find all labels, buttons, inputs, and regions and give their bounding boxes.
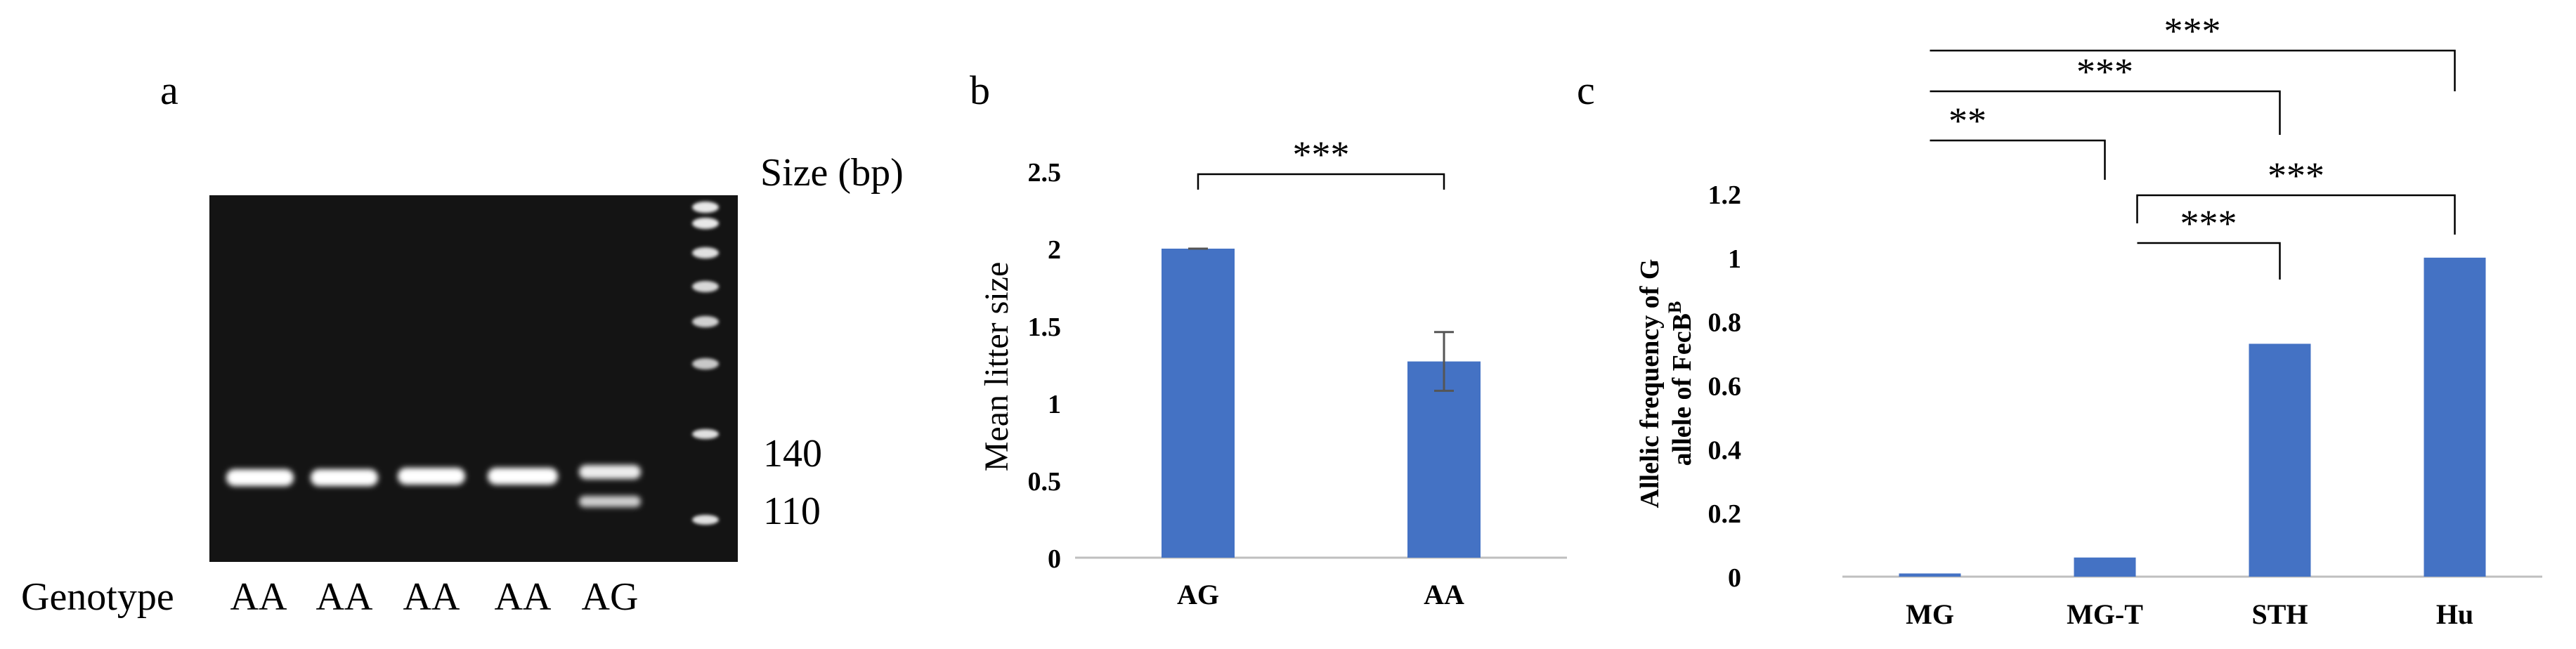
y-tick-label: 0 [1048,544,1061,574]
lane-label: AA [403,575,460,619]
significance-bracket [2136,194,2456,235]
y-tick-label: 1 [1048,390,1061,419]
ladder-band [692,281,719,292]
chart-c: 00.20.40.60.811.2MG MG-T STH Hu************… [1635,10,2542,630]
x-tick-label: Hu [2436,598,2473,630]
y-tick-label: 0.6 [1708,372,1742,402]
y-tick-label: 2.5 [1028,158,1062,188]
sample-bands [226,465,641,507]
sample-band [226,469,294,486]
lane-label: AA [230,575,287,619]
panel-c-label: c [1577,67,1595,113]
sample-band [579,496,641,507]
genotype-label: Genotype [21,575,174,619]
gel-image [209,195,738,562]
sample-band [579,465,641,479]
significance-bracket [1930,139,2106,180]
size-bp-label: Size (bp) [760,151,904,195]
significance-label: *** [2268,155,2324,197]
bar [2424,257,2486,577]
y-tick-label: 0 [1728,563,1741,593]
significance-label: *** [1293,133,1350,176]
ladder-band [692,429,719,439]
significance-label: ** [1949,100,1986,142]
y-tick-label: 0.4 [1708,435,1742,465]
y-tick-label: 1.5 [1028,313,1062,342]
panel-c: c 00.20.40.60.811.2MG MG-T STH Hu**********… [1577,10,2542,630]
y-tick-label: 0.2 [1708,499,1742,529]
significance-label: *** [2180,202,2237,244]
y-tick-label: 0.5 [1028,467,1062,497]
x-tick-label: MG-T [2067,598,2143,630]
lane-label: AG [582,575,639,619]
ladder-band [692,247,719,258]
marker-label: 140 [763,432,822,476]
y-tick-label: 1 [1728,244,1741,274]
lane-label: AA [495,575,552,619]
sample-band [398,468,465,485]
x-tick-label: AA [1424,579,1464,610]
ladder-band [692,316,719,327]
significance-bracket [1197,173,1445,190]
sample-band [311,469,378,486]
y-axis-label-line2-main: allele of FecB [1667,313,1697,466]
significance-bracket [2137,242,2281,280]
panel-a: a Size (bp) 140 110 Genotype AA [21,67,904,619]
y-axis-label: Mean litter size [978,262,1015,472]
lane-labels: AA AA AA AA AG [230,575,639,619]
y-axis-label-line1: Allelic frequency of G [1635,259,1665,509]
y-tick-label: 1.2 [1708,181,1742,210]
y-tick-label: 2 [1048,235,1061,265]
lane-label: AA [316,575,373,619]
x-tick-label: AG [1177,579,1219,610]
chart-b: 0 0.5 1 1.5 2 2.5 AG AA *** Mean litter size [978,133,1567,610]
bar [1899,573,1961,577]
sample-band [488,468,558,485]
panel-b: b 0 0.5 1 1.5 2 2.5 AG AA *** Mean litter size [970,67,1567,610]
marker-label: 110 [763,490,821,533]
panel-a-label: a [160,67,178,113]
y-tick-label: 0.8 [1708,308,1742,338]
x-tick-label: STH [2251,598,2308,630]
ladder-band [692,218,719,229]
ladder-band [692,358,719,369]
y-axis-label-line2: allele of FecBB [1665,301,1697,466]
bar [2249,343,2311,577]
ladder [692,202,719,525]
bar [1162,249,1235,558]
significance-label: *** [2164,10,2221,52]
panel-b-label: b [970,67,990,113]
ladder-band [692,202,719,213]
significance-label: *** [2076,51,2133,93]
significance-bracket [1930,49,2456,91]
significance-bracket [1930,90,2281,135]
bar [1407,361,1481,558]
x-tick-label: MG [1906,598,1954,630]
ladder-band [692,515,719,525]
y-axis-label-superscript: B [1665,301,1685,313]
bar [2074,557,2136,577]
